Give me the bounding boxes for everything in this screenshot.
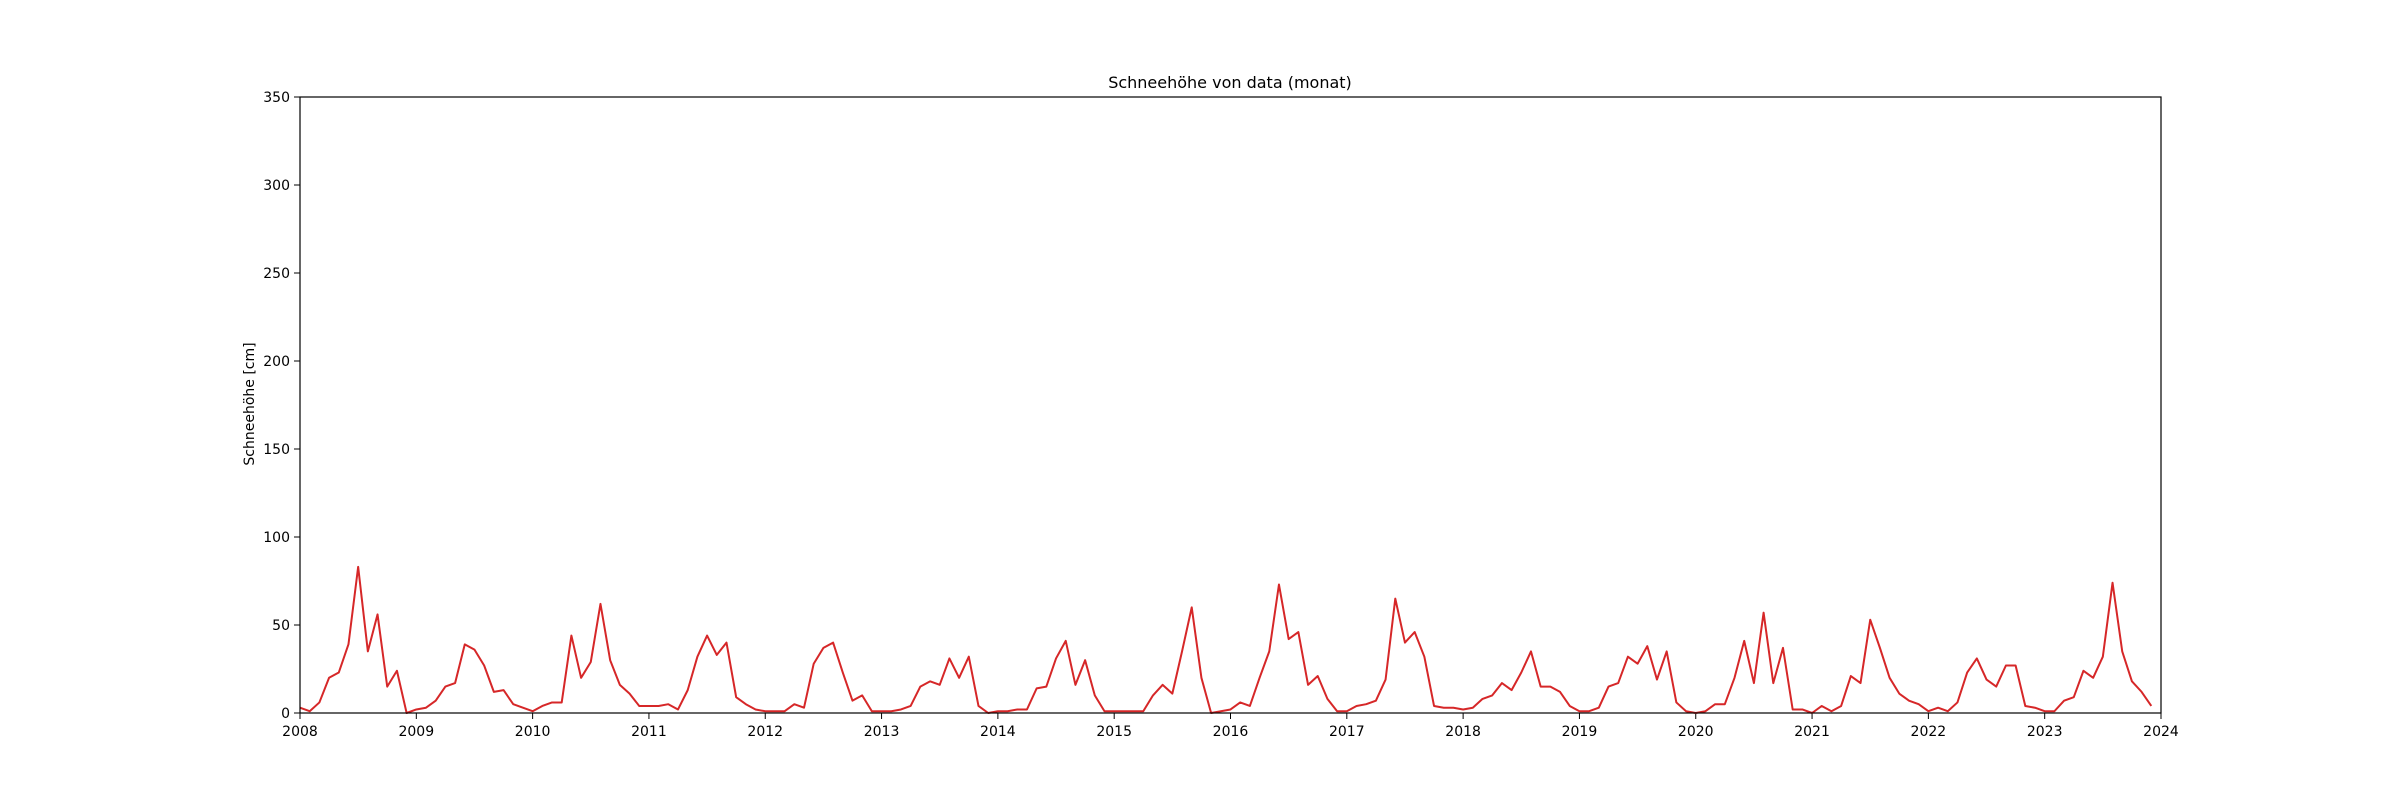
axes-frame <box>299 96 2162 714</box>
x-tick-label: 2009 <box>398 724 434 740</box>
y-tick-label: 100 <box>263 530 290 546</box>
x-tick-label: 2010 <box>515 724 551 740</box>
chart-title: Schneehöhe von data (monat) <box>1108 73 1352 92</box>
x-tick-label: 2013 <box>864 724 900 740</box>
y-tick-label: 300 <box>263 178 290 194</box>
axis-ticks: 2008 2009 2010 2011 2012 2013 2014 2015 2016 2017… <box>263 90 2179 740</box>
x-tick-label: 2011 <box>631 724 667 740</box>
x-tick-label: 2022 <box>1911 724 1947 740</box>
x-tick-label: 2024 <box>2143 724 2179 740</box>
y-tick-label: 150 <box>263 442 290 458</box>
x-tick-label: 2008 <box>282 724 318 740</box>
x-tick-label: 2021 <box>1794 724 1830 740</box>
x-tick-label: 2016 <box>1213 724 1249 740</box>
y-tick-label: 350 <box>263 90 290 106</box>
x-tick-label: 2014 <box>980 724 1016 740</box>
y-tick-label: 50 <box>272 618 290 634</box>
series-line-0 <box>299 565 2153 714</box>
x-tick-label: 2019 <box>1562 724 1598 740</box>
x-tick-label: 2018 <box>1445 724 1481 740</box>
y-tick-label: 0 <box>281 706 290 722</box>
x-tick-label: 2017 <box>1329 724 1365 740</box>
x-tick-label: 2023 <box>2027 724 2063 740</box>
x-tick-label: 2015 <box>1096 724 1132 740</box>
x-tick-label: 2020 <box>1678 724 1714 740</box>
y-axis-label: Schneehöhe [cm] <box>242 342 258 465</box>
y-tick-label: 200 <box>263 354 290 370</box>
y-tick-label: 250 <box>263 266 290 282</box>
plot-area <box>299 565 2153 714</box>
x-tick-label: 2012 <box>747 724 783 740</box>
